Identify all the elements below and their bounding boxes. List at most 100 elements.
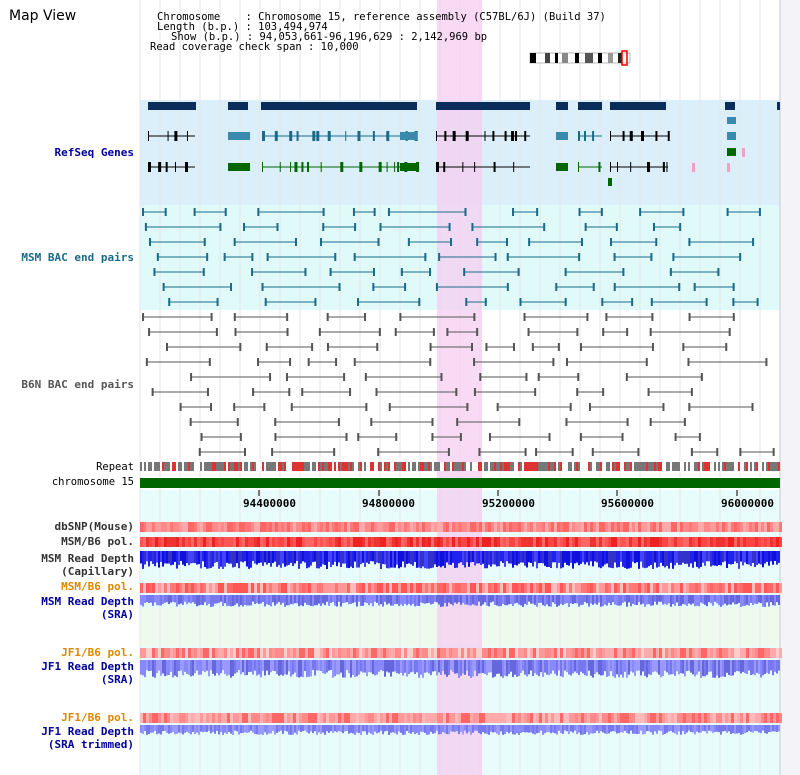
depth-bar	[644, 660, 646, 676]
repeat-cell	[216, 462, 218, 471]
heat-cell	[518, 583, 521, 593]
depth-bar	[668, 725, 670, 732]
jf1-depth-sra-label[interactable]: JF1 Read Depth	[41, 660, 134, 673]
depth-bar	[268, 725, 270, 734]
jf1-b6-pol-2-label[interactable]: JF1/B6 pol.	[61, 711, 134, 724]
bac-end	[144, 223, 147, 231]
heat-cell	[491, 522, 494, 532]
depth-bar	[364, 660, 366, 673]
depth-bar	[702, 551, 704, 563]
depth-bar	[330, 660, 332, 670]
depth-bar	[552, 551, 554, 563]
heat-cell	[680, 713, 683, 723]
depth-bar	[166, 595, 168, 603]
depth-bar	[642, 660, 644, 672]
heat-cell	[722, 713, 725, 723]
heat-cell	[482, 648, 485, 658]
heat-cell	[308, 648, 311, 658]
jf1-b6-pol-label[interactable]: JF1/B6 pol.	[61, 646, 134, 659]
msm-b6-pol-2-label[interactable]: MSM/B6 pol.	[61, 580, 134, 593]
depth-bar	[422, 551, 424, 567]
bac-end	[376, 343, 379, 351]
gene-exon	[359, 162, 363, 172]
heat-cell	[194, 522, 197, 532]
heat-cell	[338, 522, 341, 532]
repeat-cell	[208, 462, 210, 471]
dbsnp-label[interactable]: dbSNP(Mouse)	[54, 520, 134, 533]
heat-cell	[599, 648, 602, 658]
depth-bar	[778, 595, 780, 605]
bac-end	[357, 433, 360, 441]
heat-cell	[725, 648, 728, 658]
msm-depth-sra-sub-label: (SRA)	[100, 608, 134, 621]
bac-end	[726, 208, 729, 216]
heat-cell	[497, 648, 500, 658]
heat-cell	[464, 583, 467, 593]
depth-bar	[448, 660, 450, 675]
heat-cell	[734, 522, 737, 532]
msm-bac-label[interactable]: MSM BAC end pairs	[21, 251, 134, 264]
repeat-cell	[456, 462, 458, 471]
repeat-cell	[174, 462, 176, 471]
depth-bar	[334, 595, 336, 606]
b6n-bac-label[interactable]: B6N BAC end pairs	[21, 378, 134, 391]
heat-cell	[350, 713, 353, 723]
msm-b6-pol-label[interactable]: MSM/B6 pol.	[61, 535, 134, 548]
bac-end	[463, 268, 466, 276]
heat-cell	[320, 583, 323, 593]
depth-bar	[214, 660, 216, 676]
heat-cell	[701, 522, 704, 532]
heat-cell	[776, 713, 779, 723]
depth-bar	[414, 551, 416, 563]
heat-cell	[263, 713, 266, 723]
depth-bar	[466, 551, 468, 563]
show-key: Show (b.p.)	[171, 31, 241, 43]
depth-bar	[760, 551, 762, 565]
heat-cell	[185, 713, 188, 723]
depth-bar	[740, 725, 742, 735]
heat-cell	[482, 583, 485, 593]
heat-cell	[263, 583, 266, 593]
msm-depth-sra-label[interactable]: MSM Read Depth	[41, 595, 134, 608]
depth-bar	[628, 660, 630, 675]
heat-cell	[401, 648, 404, 658]
heat-cell	[512, 648, 515, 658]
heat-cell	[419, 583, 422, 593]
depth-bar	[334, 660, 336, 677]
repeat-cell	[550, 462, 552, 471]
heat-cell	[659, 583, 662, 593]
depth-bar	[588, 595, 590, 607]
depth-bar	[174, 595, 176, 603]
depth-bar	[714, 595, 716, 602]
heat-cell	[323, 583, 326, 593]
heat-cell	[212, 522, 215, 532]
refseq-label[interactable]: RefSeq Genes	[54, 146, 134, 159]
heat-cell	[434, 522, 437, 532]
heat-cell	[689, 583, 692, 593]
heat-cell	[686, 537, 689, 547]
depth-bar	[578, 595, 580, 607]
msm-depth-cap-label[interactable]: MSM Read Depth	[41, 552, 134, 565]
heat-cell	[437, 583, 440, 593]
depth-bar	[246, 660, 248, 676]
depth-bar	[778, 725, 780, 732]
depth-bar	[516, 660, 518, 677]
depth-bar	[580, 725, 582, 735]
jf1-depth-trim-label[interactable]: JF1 Read Depth	[41, 725, 134, 738]
repeat-cell	[198, 462, 200, 471]
repeat-cell	[346, 462, 348, 471]
heat-cell	[143, 648, 146, 658]
heat-cell	[374, 713, 377, 723]
depth-bar	[520, 595, 522, 606]
heat-cell	[218, 537, 221, 547]
depth-bar	[428, 595, 430, 603]
heat-cell	[773, 713, 776, 723]
depth-bar	[676, 595, 678, 603]
bac-end	[465, 298, 468, 306]
bac-end	[464, 208, 467, 216]
heat-cell	[422, 537, 425, 547]
heat-cell	[638, 713, 641, 723]
heat-cell	[350, 648, 353, 658]
heat-cell	[374, 522, 377, 532]
repeat-cell	[484, 462, 486, 471]
